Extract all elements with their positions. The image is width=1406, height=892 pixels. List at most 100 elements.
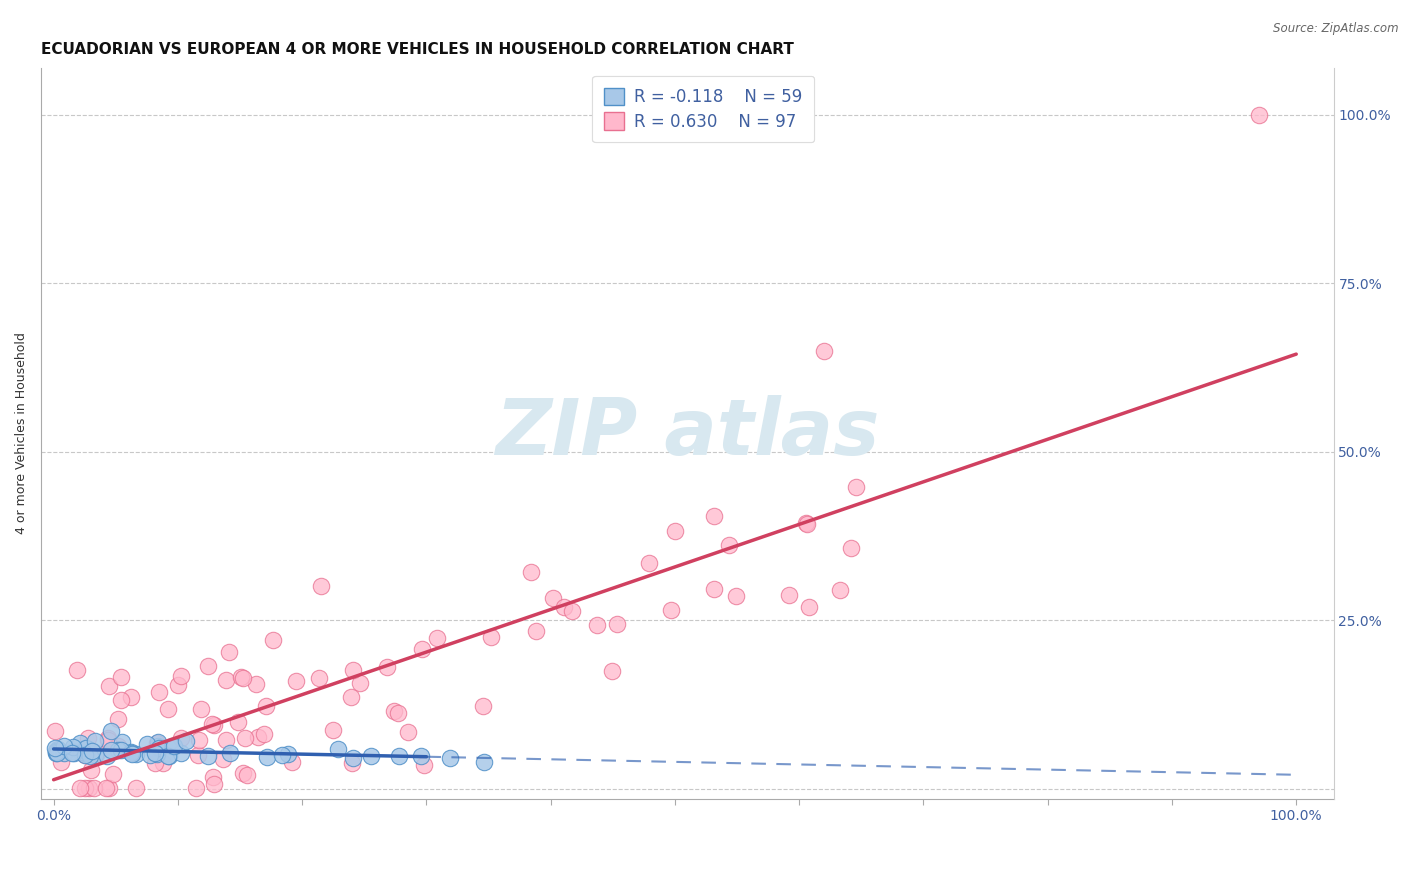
- Point: [139, 747, 162, 762]
- Point: [111, 735, 134, 749]
- Point: [637, 556, 659, 570]
- Point: [606, 617, 628, 632]
- Point: [541, 591, 564, 605]
- Legend: R = -0.118    N = 59, R = 0.630    N = 97: R = -0.118 N = 59, R = 0.630 N = 97: [592, 76, 814, 143]
- Point: [524, 624, 547, 638]
- Point: [600, 664, 623, 678]
- Point: [794, 516, 817, 530]
- Point: [62, 740, 84, 755]
- Point: [520, 565, 543, 579]
- Point: [170, 746, 193, 760]
- Point: [73, 747, 96, 762]
- Point: [561, 604, 583, 618]
- Point: [342, 751, 364, 765]
- Point: [201, 770, 224, 784]
- Point: [136, 737, 159, 751]
- Point: [73, 741, 96, 756]
- Point: [120, 746, 142, 760]
- Point: [214, 673, 236, 687]
- Point: [75, 741, 97, 756]
- Point: [813, 343, 835, 358]
- Point: [253, 727, 276, 741]
- Point: [202, 718, 225, 732]
- Point: [146, 735, 169, 749]
- Point: [228, 715, 250, 730]
- Point: [125, 781, 148, 796]
- Point: [796, 517, 818, 532]
- Point: [49, 755, 72, 769]
- Point: [396, 724, 419, 739]
- Point: [121, 747, 143, 762]
- Point: [84, 748, 107, 763]
- Point: [845, 480, 868, 494]
- Point: [166, 678, 188, 692]
- Point: [96, 748, 118, 763]
- Point: [146, 736, 169, 750]
- Point: [107, 739, 129, 754]
- Point: [163, 739, 186, 753]
- Point: [219, 747, 242, 761]
- Point: [232, 765, 254, 780]
- Point: [479, 630, 502, 644]
- Point: [45, 744, 67, 758]
- Point: [148, 740, 170, 755]
- Point: [156, 702, 179, 716]
- Point: [97, 733, 120, 747]
- Point: [439, 751, 461, 765]
- Point: [60, 745, 83, 759]
- Point: [256, 750, 278, 764]
- Point: [148, 684, 170, 698]
- Point: [270, 748, 292, 763]
- Point: [426, 631, 449, 645]
- Point: [254, 698, 277, 713]
- Point: [830, 583, 852, 598]
- Point: [63, 746, 86, 760]
- Point: [100, 724, 122, 739]
- Point: [84, 733, 107, 747]
- Point: [82, 744, 104, 758]
- Point: [839, 541, 862, 555]
- Point: [326, 742, 349, 756]
- Point: [472, 755, 495, 769]
- Point: [340, 690, 363, 705]
- Point: [75, 781, 97, 796]
- Point: [360, 749, 382, 764]
- Point: [143, 756, 166, 771]
- Point: [98, 679, 121, 693]
- Point: [98, 781, 121, 796]
- Point: [377, 660, 399, 674]
- Point: [120, 745, 142, 759]
- Point: [236, 768, 259, 782]
- Point: [75, 746, 97, 760]
- Point: [79, 748, 101, 763]
- Point: [409, 749, 432, 764]
- Point: [69, 736, 91, 750]
- Point: [152, 756, 174, 771]
- Point: [83, 781, 105, 796]
- Point: [553, 600, 575, 615]
- Point: [96, 781, 118, 796]
- Point: [778, 588, 800, 602]
- Point: [277, 747, 299, 761]
- Point: [322, 723, 344, 737]
- Point: [725, 589, 748, 603]
- Point: [718, 538, 741, 552]
- Point: [97, 731, 120, 746]
- Point: [75, 747, 97, 762]
- Point: [46, 746, 69, 760]
- Point: [45, 746, 67, 760]
- Point: [170, 731, 193, 746]
- Point: [110, 693, 132, 707]
- Point: [77, 742, 100, 756]
- Point: [110, 670, 132, 684]
- Point: [157, 749, 180, 764]
- Text: ZIP atlas: ZIP atlas: [495, 395, 880, 471]
- Text: ECUADORIAN VS EUROPEAN 4 OR MORE VEHICLES IN HOUSEHOLD CORRELATION CHART: ECUADORIAN VS EUROPEAN 4 OR MORE VEHICLE…: [41, 42, 794, 57]
- Y-axis label: 4 or more Vehicles in Household: 4 or more Vehicles in Household: [15, 333, 28, 534]
- Point: [233, 731, 256, 746]
- Point: [197, 659, 219, 673]
- Point: [190, 702, 212, 716]
- Point: [284, 673, 307, 688]
- Point: [585, 618, 607, 632]
- Point: [146, 747, 169, 761]
